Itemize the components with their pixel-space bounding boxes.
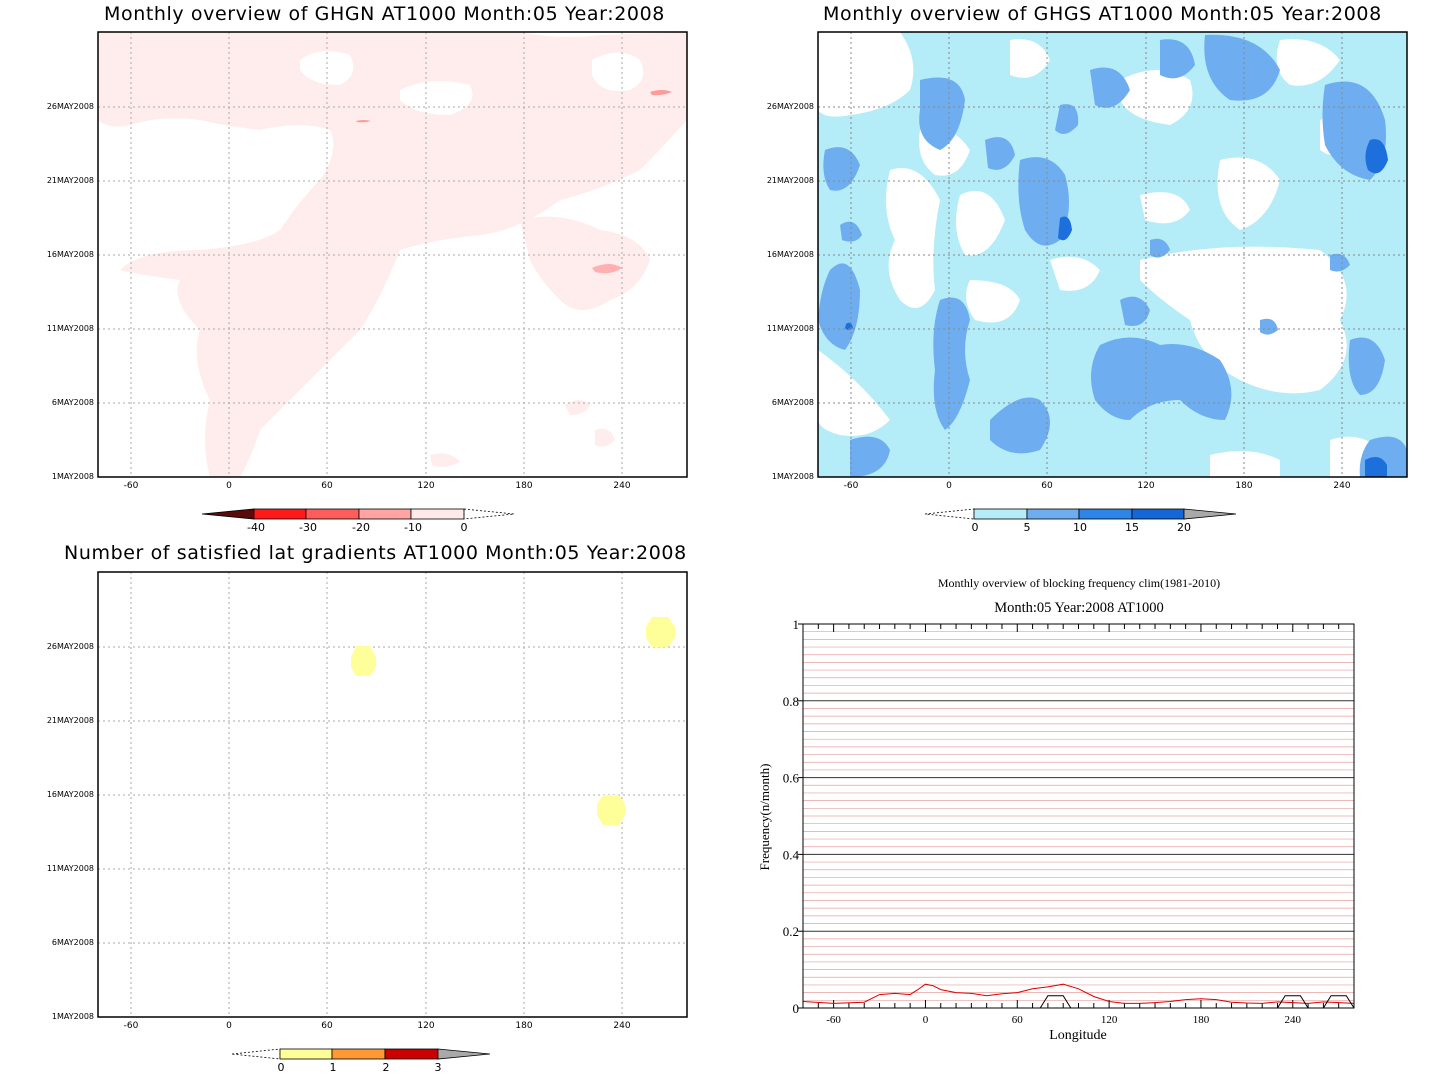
ghgn-ytick-3: 16MAY2008 [46,250,94,259]
ghgs-cb-label-3: 15 [1125,521,1139,534]
ghgn-xtick-5: 240 [613,481,631,491]
gradients-cb-label-2: 2 [382,1061,390,1074]
ghgn-cb-label-0: -40 [247,521,265,534]
ghgs-cb-label-0: 0 [971,521,979,534]
ghgn-ytick-2: 11MAY2008 [46,324,94,333]
ghgn-xtick-1: 0 [226,481,232,491]
ghgs-ytick-3: 16MAY2008 [766,250,814,259]
ghgn-xtick-3: 120 [417,481,435,491]
ghgn-cb-label-3: -10 [404,521,422,534]
ghgn-plot [97,31,688,520]
gradient-blob-3 [597,795,625,825]
gradients-cb-label-3: 3 [434,1061,442,1074]
gradients-panel: Number of satisfied lat gradients AT1000… [0,540,720,1091]
ghgs-title: Monthly overview of GHGS AT1000 Month:05… [823,3,1382,25]
ghgn-colorbar [201,508,515,520]
ghgn-panel: Monthly overview of GHGN AT1000 Month:05… [0,0,720,545]
blocking-ytick-label: 0.6 [783,771,800,786]
ghgs-panel: Monthly overview of GHGS AT1000 Month:05… [720,0,1440,545]
ghgs-cb-label-1: 5 [1023,521,1031,534]
ghgn-cb-label-2: -20 [352,521,370,534]
blocking-xtick-label: 120 [1101,1014,1118,1026]
blocking-plot: Monthly overview of blocking frequency c… [757,576,1355,1043]
ghgs-plot [817,31,1408,520]
blocking-panel: Monthly overview of blocking frequency c… [720,560,1440,1091]
blocking-xtick-label: 0 [923,1014,929,1026]
ghgs-ytick-4: 21MAY2008 [766,176,814,185]
gradients-xtick-0: -60 [123,1021,139,1031]
gradients-title: Number of satisfied lat gradients AT1000… [64,542,687,564]
ghgs-xtick-4: 180 [1235,481,1253,491]
blocking-grid [803,631,1354,1001]
ghgn-ytick-0: 1MAY2008 [51,472,94,481]
gradients-ytick-2: 11MAY2008 [46,864,94,873]
blocking-ylabel: Frequency(n/month) [757,764,772,871]
blocking-subtitle: Month:05 Year:2008 AT1000 [994,600,1164,616]
gradients-cb-label-1: 1 [329,1061,337,1074]
blocking-ticks: -60 0 60 120 180 240 0 0.2 0.4 0.6 0.8 1 [783,617,1355,1026]
gradients-xtick-5: 240 [613,1021,631,1031]
ghgs-xtick-3: 120 [1137,481,1155,491]
ghgn-cb-label-4: 0 [460,521,468,534]
gradients-plot [97,571,688,1060]
ghgn-cb-label-1: -30 [299,521,317,534]
blocking-ytick-label: 0.4 [783,847,800,862]
gradients-xtick-1: 0 [226,1021,232,1031]
gradients-xtick-2: 60 [321,1021,333,1031]
series-line-1 [803,995,1355,1009]
ghgs-colorbar [924,508,1237,520]
blocking-xlabel: Longitude [1049,1028,1107,1043]
gradient-blob-1 [351,646,376,676]
ghgn-grid [98,32,687,477]
gradients-ytick-5: 26MAY2008 [46,642,94,651]
ghgs-grid [818,32,1407,477]
ghgn-title: Monthly overview of GHGN AT1000 Month:05… [104,3,665,25]
ghgs-ytick-2: 11MAY2008 [766,324,814,333]
ghgs-cb-label-2: 10 [1073,521,1087,534]
ghgn-xtick-2: 60 [321,481,333,491]
ghgs-shading [818,32,1407,477]
ghgs-ytick-0: 1MAY2008 [771,472,814,481]
blocking-title: Monthly overview of blocking frequency c… [938,576,1220,590]
gradients-blobs [351,617,675,825]
gradients-cb-label-0: 0 [277,1061,285,1074]
ghgn-ytick-5: 26MAY2008 [46,102,94,111]
ghgn-shading [98,32,687,477]
gradients-grid [98,572,687,1017]
gradient-blob-2 [646,617,675,647]
ghgs-ytick-1: 6MAY2008 [771,398,814,407]
ghgs-xtick-1: 0 [946,481,952,491]
blocking-xtick-label: -60 [826,1014,841,1026]
ghgn-xtick-4: 180 [515,481,533,491]
blocking-xtick-label: 180 [1193,1014,1210,1026]
ghgs-ytick-5: 26MAY2008 [766,102,814,111]
gradients-ytick-1: 6MAY2008 [51,938,94,947]
ghgn-xtick-0: -60 [123,481,139,491]
ghgs-xtick-5: 240 [1333,481,1351,491]
gradients-xtick-3: 120 [417,1021,435,1031]
blocking-ytick-label: 0.2 [783,924,799,939]
ghgn-ytick-4: 21MAY2008 [46,176,94,185]
gradients-ytick-4: 21MAY2008 [46,716,94,725]
blocking-xtick-label: 240 [1285,1014,1302,1026]
gradients-ytick-0: 1MAY2008 [51,1012,94,1021]
series-line-0 [802,983,1355,1004]
gradients-ytick-3: 16MAY2008 [46,790,94,799]
ghgs-xtick-0: -60 [843,481,859,491]
blocking-ytick-label: 0.8 [783,694,799,709]
blocking-ytick-label: 0 [793,1001,800,1016]
ghgn-ytick-1: 6MAY2008 [51,398,94,407]
ghgs-xtick-2: 60 [1041,481,1053,491]
blocking-xtick-label: 60 [1012,1014,1024,1026]
ghgs-cb-label-4: 20 [1177,521,1191,534]
gradients-colorbar [231,1048,491,1060]
blocking-ytick-label: 1 [793,617,800,632]
gradients-xtick-4: 180 [515,1021,533,1031]
blocking-series [802,983,1355,1009]
